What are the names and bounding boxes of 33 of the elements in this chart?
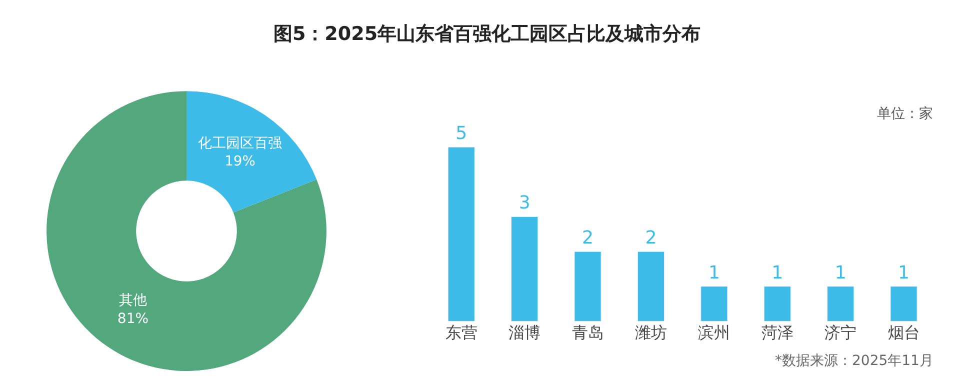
x-tick-label: 潍坊 xyxy=(634,323,667,342)
text: 单位：家 xyxy=(877,106,933,122)
x-tick-label: 青岛 xyxy=(572,323,604,342)
data-label: 2 xyxy=(582,228,594,249)
data-label: 1 xyxy=(834,262,846,284)
bar xyxy=(764,286,791,322)
slice-label: 化工园区百强 xyxy=(198,135,282,152)
data-label: 2 xyxy=(645,228,657,249)
data-label: 5 xyxy=(456,123,468,144)
donut-slice xyxy=(46,91,326,371)
data-label: 19% xyxy=(224,153,256,170)
bar xyxy=(827,286,854,322)
donut-slice xyxy=(186,91,317,213)
bar xyxy=(448,147,475,322)
bar xyxy=(511,216,538,322)
x-tick-label: 淄博 xyxy=(508,323,541,342)
bar xyxy=(700,286,728,322)
x-tick-label: 东营 xyxy=(445,323,478,342)
x-tick-label: 济宁 xyxy=(824,323,857,342)
slice-label: 其他 xyxy=(119,292,147,309)
data-label: 1 xyxy=(898,262,910,284)
bar xyxy=(637,251,664,322)
x-tick-label: 滨州 xyxy=(698,323,730,342)
text: 图5：2025年山东省百强化工园区占比及城市分布 xyxy=(273,22,701,45)
x-tick-label: 烟台 xyxy=(888,323,920,342)
data-label: 3 xyxy=(518,192,530,214)
data-label: 81% xyxy=(117,310,149,327)
data-label: 1 xyxy=(708,262,720,284)
x-tick-label: 菏泽 xyxy=(761,323,794,342)
text: *数据来源：2025年11月 xyxy=(775,353,934,369)
data-label: 1 xyxy=(772,262,784,284)
bar xyxy=(574,251,602,322)
bar xyxy=(890,286,918,322)
